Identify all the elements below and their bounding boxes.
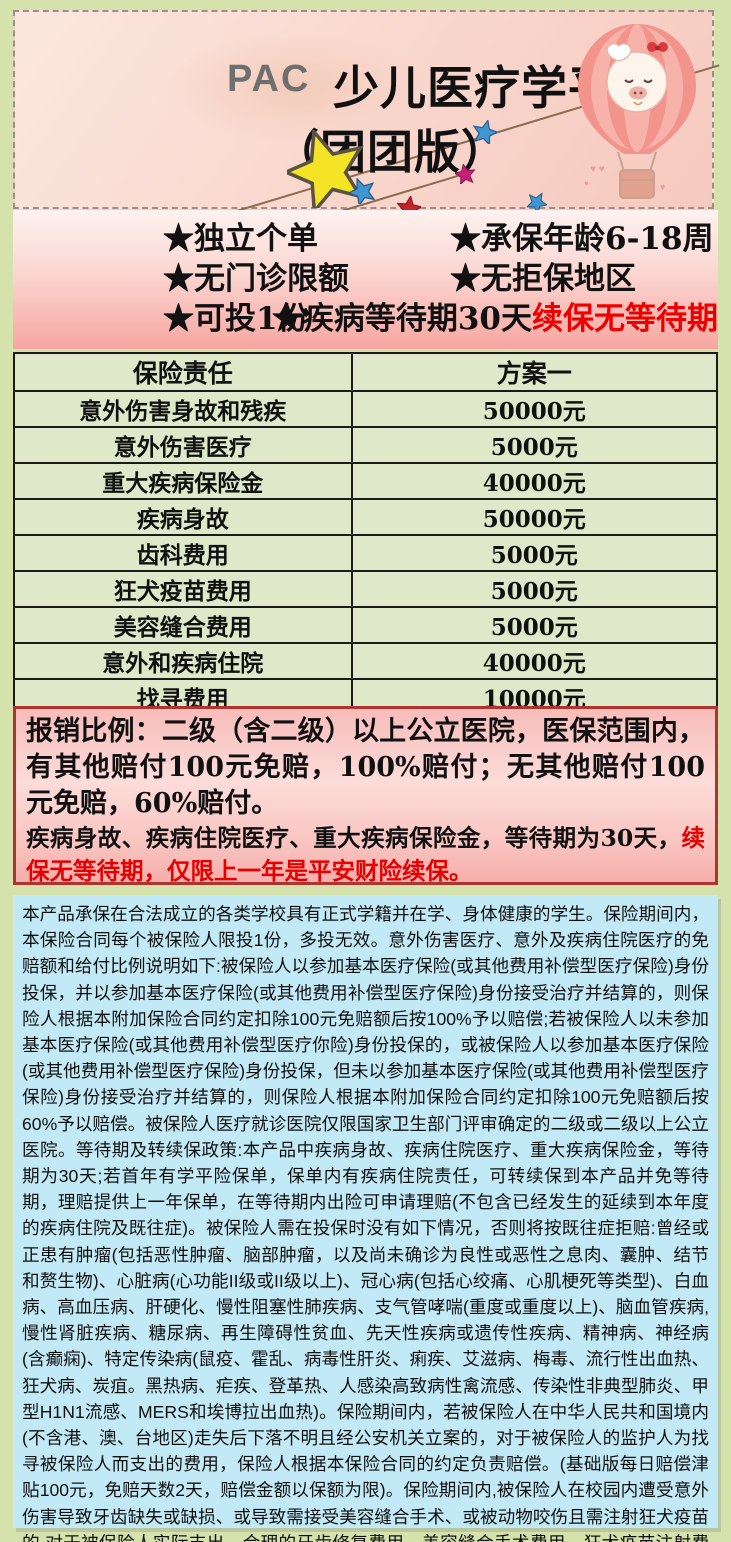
blue-star-icon xyxy=(473,120,497,144)
yellow-star-icon xyxy=(287,130,365,208)
header-banner: PAC 少儿医疗学平险 （团团版） xyxy=(13,10,720,227)
feature-row: ★独立个单 ★承保年龄6-18周 xyxy=(13,219,718,259)
benefit-name: 意外伤害医疗 xyxy=(13,426,353,464)
blue-star-icon xyxy=(349,178,375,204)
benefit-name: 重大疾病保险金 xyxy=(13,462,353,500)
table-row: 意外伤害身故和残疾 50000元 xyxy=(13,390,719,428)
svg-text:♥ ♥: ♥ ♥ xyxy=(590,164,605,175)
table-row: 疾病身故 50000元 xyxy=(13,498,719,536)
blue-star-icon xyxy=(527,192,547,212)
table-header-row: 保险责任 方案一 xyxy=(13,352,719,392)
benefit-name: 意外和疾病住院 xyxy=(13,642,353,680)
benefit-name: 疾病身故 xyxy=(13,498,353,536)
feature-item: ★无拒保地区 xyxy=(450,261,636,297)
benefit-name: 美容缝合费用 xyxy=(13,606,353,644)
benefits-table: 保险责任 方案一 意外伤害身故和残疾 50000元 意外伤害医疗 5000元 重大疾… xyxy=(13,352,719,716)
table-row: 美容缝合费用 5000元 xyxy=(13,606,719,644)
table-row: 重大疾病保险金 40000元 xyxy=(13,462,719,500)
table-row: 齿科费用 5000元 xyxy=(13,534,719,572)
benefit-name: 齿科费用 xyxy=(13,534,353,572)
feature-item: ★无门诊限额 xyxy=(163,261,349,297)
fine-print-text: 本产品承保在合法成立的各类学校具有正式学籍并在学、身体健康的学生。保险期间内，本… xyxy=(22,904,709,1542)
terms-fine-print: 本产品承保在合法成立的各类学校具有正式学籍并在学、身体健康的学生。保险期间内，本… xyxy=(13,895,718,1542)
benefit-amount: 5000元 xyxy=(350,606,719,644)
feature-item: ★承保年龄6-18周 xyxy=(450,221,714,257)
reimbursement-notice-box: 报销比例：二级（含二级）以上公立医院，医保范围内，有其他赔付100元免赔，100… xyxy=(13,706,718,885)
reimbursement-ratio-text: 报销比例：二级（含二级）以上公立医院，医保范围内，有其他赔付100元免赔，100… xyxy=(26,716,705,819)
benefit-amount: 50000元 xyxy=(350,390,719,428)
feature-item: ★疾病等待期30天续保无等待期 xyxy=(271,301,718,337)
feature-row: ★无门诊限额 ★无拒保地区 xyxy=(13,259,718,299)
feature-item: ★独立个单 xyxy=(163,221,318,257)
benefit-amount: 50000元 xyxy=(350,498,719,536)
benefit-amount: 5000元 xyxy=(350,534,719,572)
table-row: 意外和疾病住院 40000元 xyxy=(13,642,719,680)
feature-row: ★可投1份 ★疾病等待期30天续保无等待期 xyxy=(13,299,718,339)
magenta-star-icon xyxy=(455,164,475,184)
pac-logo: PAC xyxy=(227,58,311,100)
waiting-period-text: 疾病身故、疾病住院医疗、重大疾病保险金，等待期为30天，续保无等待期，仅限上一年… xyxy=(26,824,705,885)
svg-text:♥: ♥ xyxy=(584,179,589,188)
benefit-amount: 5000元 xyxy=(350,426,719,464)
feature-item: ★可投1份 xyxy=(163,301,309,337)
table-row: 狂犬疫苗费用 5000元 xyxy=(13,570,719,608)
feature-highlights: ★独立个单 ★承保年龄6-18周 ★无门诊限额 ★无拒保地区 ★可投1份 ★疾病… xyxy=(13,210,718,349)
feature-red-note: 续保无等待期 xyxy=(532,301,718,337)
benefit-name: 狂犬疫苗费用 xyxy=(13,570,353,608)
renewal-red-note: 续保无等待期，仅限上一年是平安财险续保。 xyxy=(26,824,705,885)
table-row: 意外伤害医疗 5000元 xyxy=(13,426,719,464)
column-header-liability: 保险责任 xyxy=(13,352,353,392)
benefit-amount: 5000元 xyxy=(350,570,719,608)
benefit-amount: 40000元 xyxy=(350,462,719,500)
benefit-name: 意外伤害身故和残疾 xyxy=(13,390,353,428)
hot-air-balloon-illustration: ♥ ♥ ♥ ♥ xyxy=(578,24,696,199)
column-header-plan: 方案一 xyxy=(350,352,719,392)
benefit-amount: 40000元 xyxy=(350,642,719,680)
svg-text:♥: ♥ xyxy=(660,182,665,192)
